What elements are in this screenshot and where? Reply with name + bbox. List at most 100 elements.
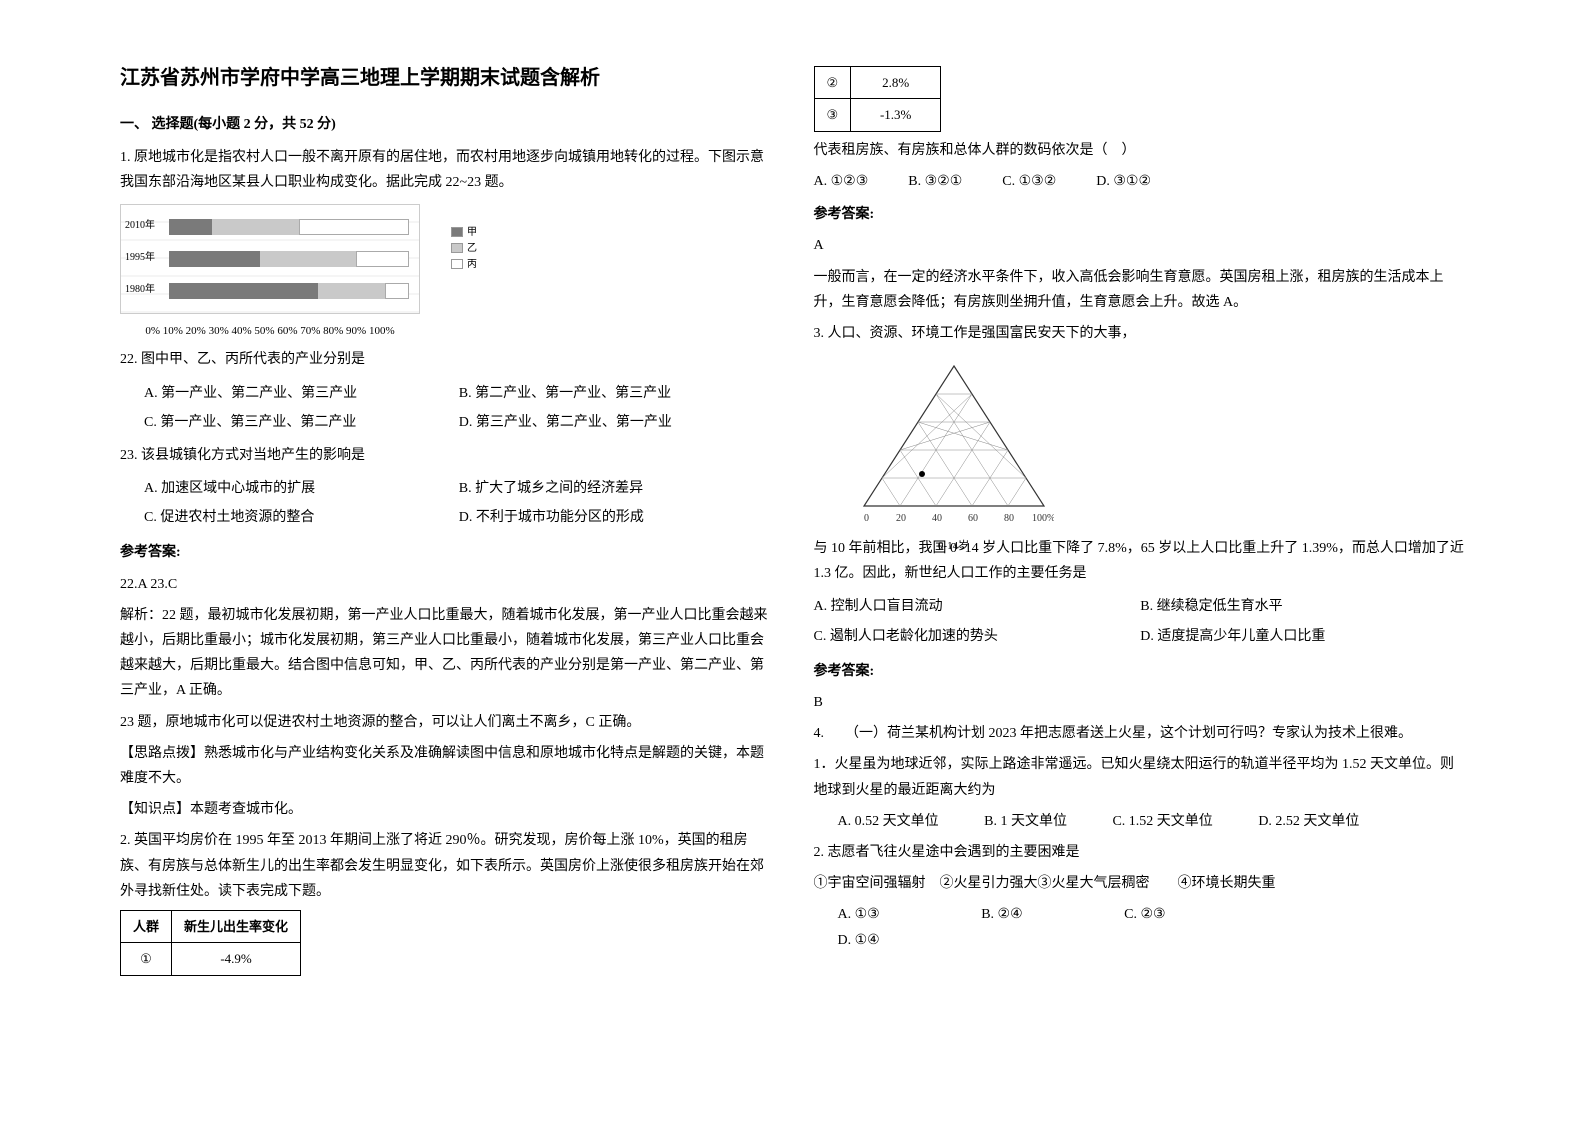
table-row: ① -4.9% (121, 943, 301, 975)
q4-1-stem: 1．火星虽为地球近邻，实际上路途非常遥远。已知火星绕太阳运行的轨道半径平均为 1… (814, 752, 1468, 802)
q3-options: A. 控制人口盲目流动 B. 继续稳定低生育水平 C. 遏制人口老龄化加速的势头… (814, 592, 1468, 650)
q2-stem: 代表租房族、有房族和总体人群的数码依次是（ ） (814, 138, 1468, 163)
triangle-outline (864, 366, 1044, 506)
table-row: 人群 新生儿出生率变化 (121, 910, 301, 942)
answer-label-3: 参考答案: (814, 659, 1468, 684)
q2-opt-a: A. ①②③ (814, 169, 869, 194)
explain-23: 23 题，原地城市化可以促进农村土地资源的整合，可以让人们离土不离乡，C 正确。 (120, 710, 774, 735)
q4-2-opt-c: C. ②③ (1124, 907, 1165, 922)
page-title: 江苏省苏州市学府中学高三地理上学期期末试题含解析 (120, 60, 774, 96)
year-label-2010: 2010年 (125, 217, 155, 235)
q23-opt-d: D. 不利于城市功能分区的形成 (459, 505, 774, 530)
chart-legend: 甲 乙 丙 (451, 225, 477, 273)
birthrate-table-bottom: ② 2.8% ③ -1.3% (814, 66, 942, 132)
year-label-1995: 1995年 (125, 249, 155, 267)
bar-2010 (169, 219, 409, 235)
answer-3: B (814, 690, 1468, 715)
triangle-grid (882, 394, 1026, 506)
q23-options: A. 加速区域中心城市的扩展 B. 扩大了城乡之间的经济差异 C. 促进农村土地… (144, 474, 774, 532)
q2-opt-b: B. ③②① (908, 169, 962, 194)
table-cell: 2.8% (851, 67, 941, 99)
table-cell: -1.3% (851, 99, 941, 131)
q22-stem: 22. 图中甲、乙、丙所代表的产业分别是 (120, 347, 774, 372)
birthrate-table-top: 人群 新生儿出生率变化 ① -4.9% (120, 910, 301, 976)
q22-opt-d: D. 第三产业、第二产业、第一产业 (459, 410, 774, 435)
tip-2: 【知识点】本题考查城市化。 (120, 797, 774, 822)
q4-2-options: A. ①③ B. ②④ C. ②③ D. ①④ (838, 902, 1468, 952)
table-cell: ③ (814, 99, 851, 131)
bar-seg-bing (299, 219, 409, 235)
tick-20: 20 (896, 513, 906, 524)
table-cell: -4.9% (172, 943, 301, 975)
answer-label-2: 参考答案: (814, 202, 1468, 227)
q4-1-opt-a: A. 0.52 天文单位 (838, 814, 939, 829)
q4-2-opt-b: B. ②④ (981, 907, 1022, 922)
tip-1: 【思路点拨】熟悉城市化与产业结构变化关系及准确解读图中信息和原地城市化特点是解题… (120, 741, 774, 791)
ternary-svg: 0 20 40 60 80 100% (854, 356, 1054, 526)
bar-seg-yi (260, 251, 356, 267)
bar-1980 (169, 283, 409, 299)
data-point (919, 471, 925, 477)
q23-opt-a: A. 加速区域中心城市的扩展 (144, 476, 459, 501)
table-header-rate: 新生儿出生率变化 (172, 910, 301, 942)
q4-1-options: A. 0.52 天文单位 B. 1 天文单位 C. 1.52 天文单位 D. 2… (838, 809, 1468, 834)
section-1-heading: 一、 选择题(每小题 2 分，共 52 分) (120, 112, 774, 137)
legend-swatch-jia (451, 227, 463, 237)
q2-options: A. ①②③ B. ③②① C. ①③② D. ③①② (814, 169, 1468, 194)
tick-0: 0 (864, 513, 869, 524)
table-row: ② 2.8% (814, 67, 941, 99)
q22-opt-b: B. 第二产业、第一产业、第三产业 (459, 381, 774, 406)
legend-swatch-yi (451, 243, 463, 253)
legend-label-jia: 甲 (467, 227, 477, 238)
bar-1995 (169, 251, 409, 267)
q4-1-opt-c: C. 1.52 天文单位 (1112, 814, 1212, 829)
year-label-1980: 1980年 (125, 281, 155, 299)
q23-opt-b: B. 扩大了城乡之间的经济差异 (459, 476, 774, 501)
tick-100: 100% (1032, 513, 1054, 524)
bar-seg-jia (169, 219, 212, 235)
right-column: ② 2.8% ③ -1.3% 代表租房族、有房族和总体人群的数码依次是（ ） A… (794, 60, 1488, 1062)
q3-opt-b: B. 继续稳定低生育水平 (1140, 594, 1467, 619)
q4-1-opt-d: D. 2.52 天文单位 (1258, 814, 1359, 829)
chart-x-axis: 0% 10% 20% 30% 40% 50% 60% 70% 80% 90% 1… (120, 322, 420, 342)
bar-seg-jia (169, 251, 260, 267)
ternary-bottom-label: 0-14岁 (854, 537, 1054, 557)
table-row: ③ -1.3% (814, 99, 941, 131)
tick-80: 80 (1004, 513, 1014, 524)
explain-2: 一般而言，在一定的经济水平条件下，收入高低会影响生育意愿。英国房租上涨，租房族的… (814, 265, 1468, 315)
q3-opt-d: D. 适度提高少年儿童人口比重 (1140, 624, 1467, 649)
population-ternary-chart: 0 20 40 60 80 100% 0-14岁 (854, 356, 1054, 526)
bar-seg-jia (169, 283, 318, 299)
answer-label-1: 参考答案: (120, 540, 774, 565)
q22-options: A. 第一产业、第二产业、第三产业 B. 第二产业、第一产业、第三产业 C. 第… (144, 379, 774, 437)
answer-22-23: 22.A 23.C (120, 572, 774, 597)
table-header-group: 人群 (121, 910, 172, 942)
q4-1-opt-b: B. 1 天文单位 (984, 814, 1067, 829)
legend-swatch-bing (451, 259, 463, 269)
q3-intro: 3. 人口、资源、环境工作是强国富民安天下的大事， (814, 321, 1468, 346)
q1-intro: 1. 原地城市化是指农村人口一般不离开原有的居住地，而农村用地逐步向城镇用地转化… (120, 145, 774, 195)
legend-label-bing: 丙 (467, 259, 477, 270)
bar-seg-yi (212, 219, 298, 235)
q4-2-items: ①宇宙空间强辐射 ②火星引力强大③火星大气层稠密 ④环境长期失重 (814, 871, 1468, 896)
bar-seg-bing (356, 251, 409, 267)
left-column: 江苏省苏州市学府中学高三地理上学期期末试题含解析 一、 选择题(每小题 2 分，… (100, 60, 794, 1062)
q23-stem: 23. 该县城镇化方式对当地产生的影响是 (120, 443, 774, 468)
q23-opt-c: C. 促进农村土地资源的整合 (144, 505, 459, 530)
table-cell: ① (121, 943, 172, 975)
occupation-stacked-bar-chart: 2010年 1995年 1980年 甲 乙 丙 (120, 204, 420, 314)
tick-60: 60 (968, 513, 978, 524)
answer-2: A (814, 233, 1468, 258)
bar-seg-bing (385, 283, 409, 299)
q22-opt-a: A. 第一产业、第二产业、第三产业 (144, 381, 459, 406)
q2-opt-d: D. ③①② (1096, 169, 1151, 194)
q2-intro: 2. 英国平均房价在 1995 年至 2013 年期间上涨了将近 290％。研究… (120, 828, 774, 904)
explain-22: 解析：22 题，最初城市化发展初期，第一产业人口比重最大，随着城市化发展，第一产… (120, 603, 774, 704)
q4-2-opt-a: A. ①③ (838, 907, 880, 922)
q2-opt-c: C. ①③② (1002, 169, 1056, 194)
q22-opt-c: C. 第一产业、第三产业、第二产业 (144, 410, 459, 435)
bar-seg-yi (318, 283, 385, 299)
q4-2-stem: 2. 志愿者飞往火星途中会遇到的主要困难是 (814, 840, 1468, 865)
q4-intro: 4. （一）荷兰某机构计划 2023 年把志愿者送上火星，这个计划可行吗？专家认… (814, 721, 1468, 746)
table-cell: ② (814, 67, 851, 99)
